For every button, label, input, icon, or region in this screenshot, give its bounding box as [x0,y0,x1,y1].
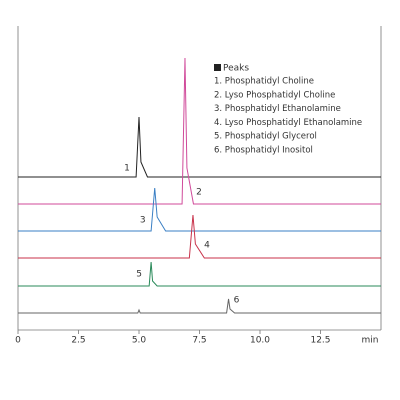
peak-label: 6 [234,296,240,306]
trace [18,57,381,205]
x-axis-label: min [362,336,379,346]
x-tick-label: 5.0 [132,336,147,346]
legend-entry: 2. Lyso Phosphatidyl Choline [214,90,335,100]
peak-label: 5 [136,270,142,280]
peak-label: 4 [204,241,210,251]
legend-entry: 3. Phosphatidyl Ethanolamine [214,104,341,114]
x-tick-label: 12.5 [310,336,330,346]
trace [18,261,381,287]
trace [18,298,381,314]
trace [18,214,381,259]
legend-entry: 5. Phosphatidyl Glycerol [214,132,317,142]
peak-label: 1 [124,164,130,174]
x-tick-label: 7.5 [192,336,206,346]
peak-label: 2 [196,188,202,198]
x-tick-label: 0 [15,336,21,346]
legend-entry: 1. Phosphatidyl Choline [214,77,314,87]
legend-marker [214,64,221,71]
legend-title: Peaks [223,64,249,74]
trace [18,116,381,178]
x-tick-label: 10.0 [250,336,270,346]
x-tick-label: 2.5 [71,336,85,346]
legend-entry: 4. Lyso Phosphatidyl Ethanolamine [214,118,362,128]
trace [18,187,381,232]
peak-label: 3 [140,216,146,226]
legend-entry: 6. Phosphatidyl Inositol [214,146,313,156]
